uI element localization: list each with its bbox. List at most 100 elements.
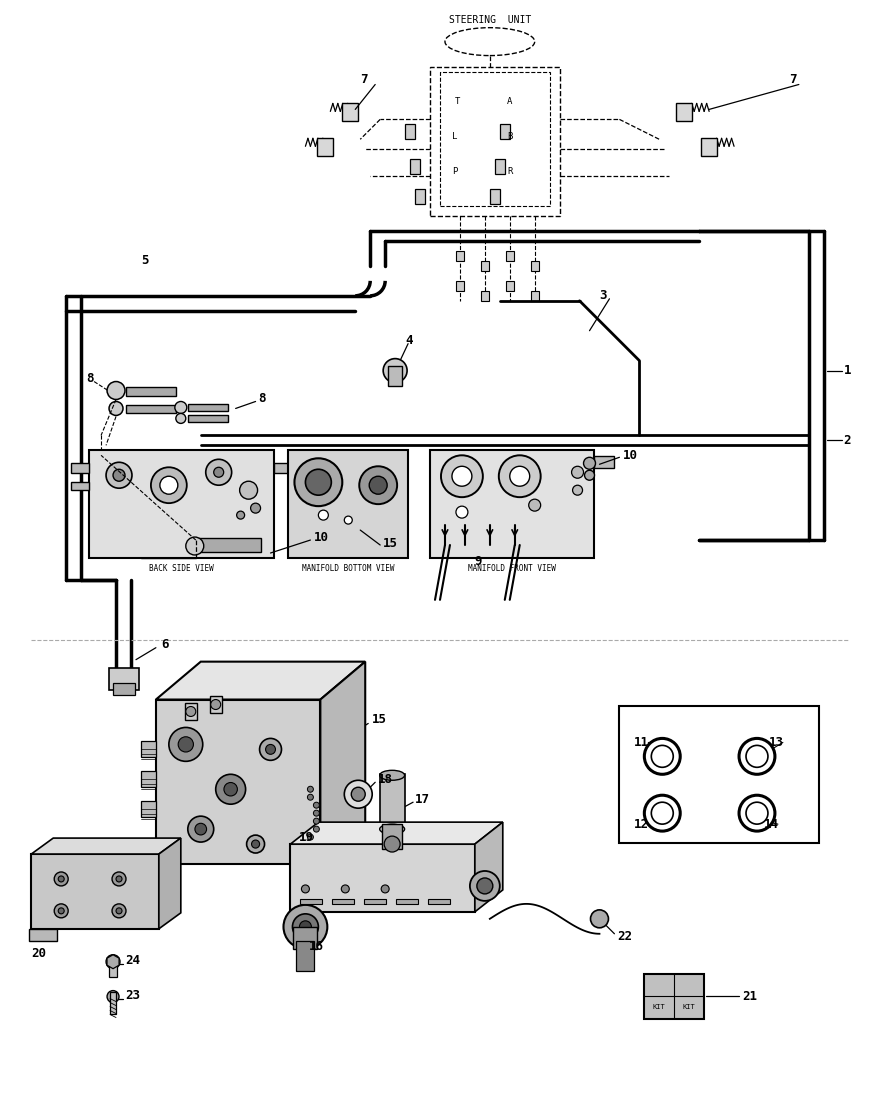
Text: 18: 18 [378,773,393,785]
Circle shape [293,914,318,940]
Circle shape [151,468,187,503]
Circle shape [529,500,541,511]
Ellipse shape [379,824,405,834]
Bar [481,291,489,301]
Text: 6: 6 [161,639,169,651]
Text: P: P [452,167,458,175]
Circle shape [216,774,246,804]
Circle shape [572,485,583,495]
Circle shape [106,462,132,489]
Text: 20: 20 [31,947,46,961]
Circle shape [308,834,314,840]
Bar [196,538,260,552]
Circle shape [651,746,673,768]
Bar [141,741,156,758]
Circle shape [644,795,680,831]
Bar [495,159,505,174]
Text: STEERING  UNIT: STEERING UNIT [448,14,531,24]
Circle shape [246,835,265,853]
Text: A: A [507,97,512,106]
Circle shape [302,885,309,893]
Circle shape [342,885,350,893]
Circle shape [456,506,468,518]
Text: MANIFOLD BOTTOM VIEW: MANIFOLD BOTTOM VIEW [302,565,394,574]
Text: 9: 9 [474,556,482,568]
Circle shape [584,458,595,469]
Circle shape [318,510,329,521]
Circle shape [369,476,387,494]
Bar [109,959,117,976]
Bar [430,450,594,558]
Circle shape [300,921,311,933]
Text: 7: 7 [789,73,796,86]
Circle shape [644,738,680,774]
Text: KIT: KIT [683,1005,696,1010]
Bar [274,463,291,473]
Bar [364,899,386,903]
Circle shape [113,469,125,481]
Bar [456,251,464,261]
Circle shape [211,699,221,709]
Text: 21: 21 [742,989,757,1003]
Bar [531,291,538,301]
Text: 10: 10 [314,531,329,544]
Polygon shape [156,662,365,699]
Bar [531,261,538,271]
Circle shape [510,467,530,486]
Polygon shape [475,822,503,912]
Circle shape [308,786,314,792]
Bar [481,261,489,271]
Polygon shape [159,838,181,929]
Bar [210,696,222,714]
Text: 13: 13 [769,736,784,749]
Text: 23: 23 [125,989,140,1003]
Circle shape [591,910,608,928]
Bar [288,450,408,558]
Bar [380,774,406,829]
Polygon shape [321,662,365,864]
Text: 5: 5 [141,255,149,267]
Text: BACK SIDE VIEW: BACK SIDE VIEW [149,565,213,574]
Circle shape [283,904,328,949]
Bar [456,281,464,291]
Bar [506,281,514,291]
Bar [110,992,116,1014]
Circle shape [344,780,372,808]
Circle shape [314,818,319,824]
Bar [506,251,514,261]
Circle shape [239,481,258,500]
Bar [126,386,176,396]
Polygon shape [31,838,181,854]
Bar [410,159,420,174]
Polygon shape [290,822,503,844]
Text: T: T [455,97,461,106]
Bar [430,66,559,216]
Bar [31,854,159,929]
Circle shape [188,816,214,842]
Bar [188,405,227,411]
Circle shape [178,737,193,752]
Bar [296,941,315,971]
Bar [406,125,415,139]
Circle shape [59,908,64,914]
Circle shape [186,707,196,717]
Circle shape [572,467,584,479]
Circle shape [295,459,343,506]
Bar [290,844,475,912]
Text: 8: 8 [259,392,266,405]
Circle shape [106,955,120,968]
Circle shape [107,990,119,1003]
Circle shape [54,903,68,918]
Bar [644,974,704,1018]
Bar [594,457,614,469]
Text: 24: 24 [125,954,140,967]
Circle shape [237,511,245,520]
Bar [489,189,500,204]
Bar [188,416,227,422]
Bar [388,365,402,386]
Circle shape [739,795,775,831]
Text: 1: 1 [843,364,851,377]
Text: KIT: KIT [653,1005,666,1010]
Circle shape [651,802,673,824]
Polygon shape [107,955,119,968]
